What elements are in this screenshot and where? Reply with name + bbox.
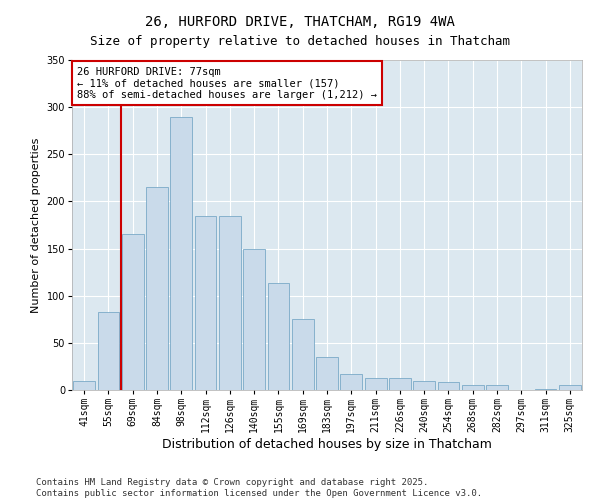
Bar xyxy=(535,389,556,390)
Bar xyxy=(559,386,581,390)
Bar xyxy=(268,284,289,390)
Y-axis label: Number of detached properties: Number of detached properties xyxy=(31,138,41,312)
Bar xyxy=(219,216,241,390)
Bar xyxy=(170,116,192,390)
Bar xyxy=(97,312,119,390)
Text: 26 HURFORD DRIVE: 77sqm
← 11% of detached houses are smaller (157)
88% of semi-d: 26 HURFORD DRIVE: 77sqm ← 11% of detache… xyxy=(77,66,377,100)
Text: 26, HURFORD DRIVE, THATCHAM, RG19 4WA: 26, HURFORD DRIVE, THATCHAM, RG19 4WA xyxy=(145,15,455,29)
Bar xyxy=(413,380,435,390)
Bar xyxy=(365,378,386,390)
Bar xyxy=(316,357,338,390)
Bar xyxy=(194,216,217,390)
Bar xyxy=(292,320,314,390)
Bar xyxy=(389,378,411,390)
Bar xyxy=(437,382,460,390)
X-axis label: Distribution of detached houses by size in Thatcham: Distribution of detached houses by size … xyxy=(162,438,492,451)
Bar xyxy=(462,386,484,390)
Text: Contains HM Land Registry data © Crown copyright and database right 2025.
Contai: Contains HM Land Registry data © Crown c… xyxy=(36,478,482,498)
Bar xyxy=(122,234,143,390)
Bar xyxy=(486,386,508,390)
Bar xyxy=(73,380,95,390)
Text: Size of property relative to detached houses in Thatcham: Size of property relative to detached ho… xyxy=(90,35,510,48)
Bar xyxy=(340,374,362,390)
Bar xyxy=(146,188,168,390)
Bar xyxy=(243,248,265,390)
